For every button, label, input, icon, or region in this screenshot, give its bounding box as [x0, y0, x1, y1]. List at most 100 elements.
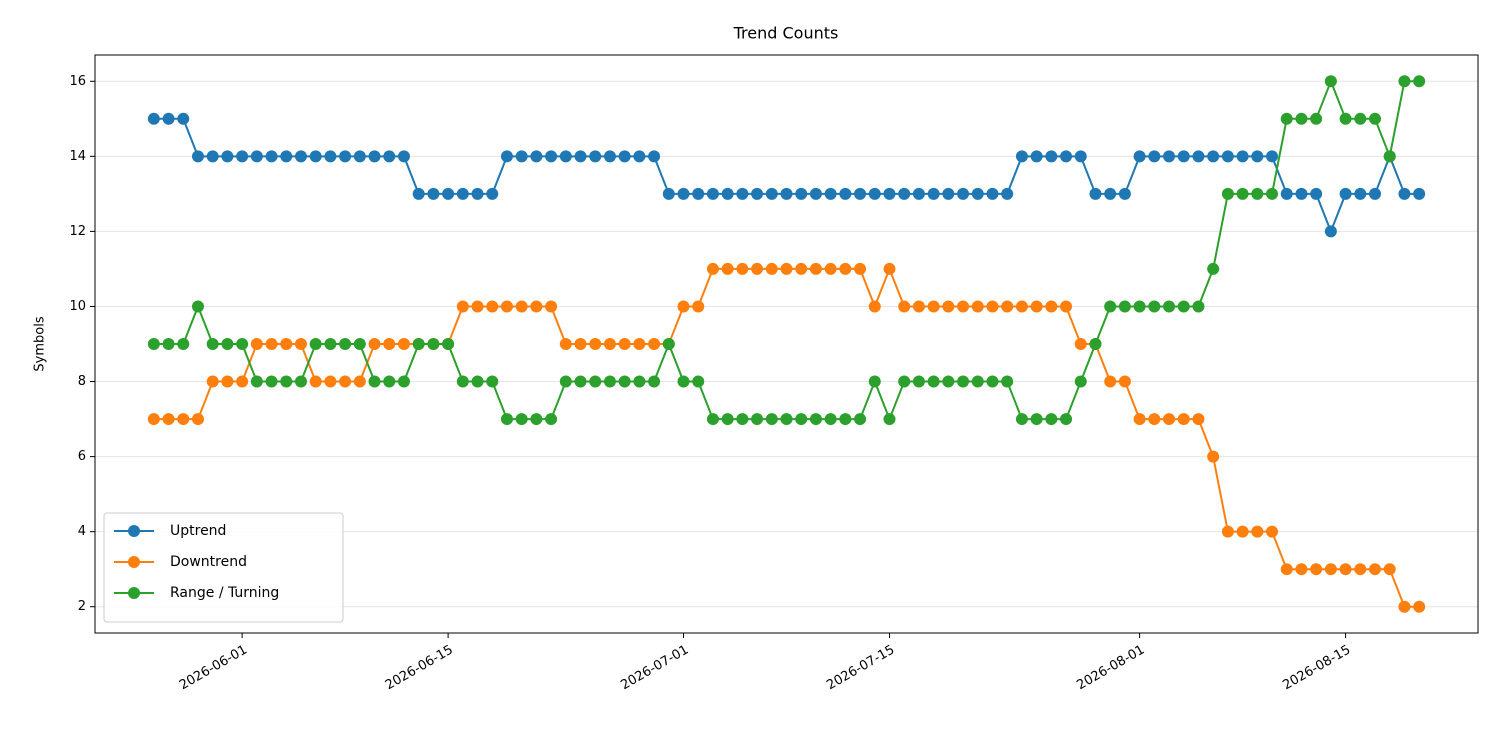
data-point	[368, 375, 381, 388]
data-point	[1251, 150, 1264, 163]
data-point	[456, 300, 469, 313]
data-point	[854, 413, 867, 426]
data-point	[1133, 413, 1146, 426]
data-point	[1339, 112, 1352, 125]
data-point	[147, 338, 160, 350]
x-tick-label: 2026-08-01	[1074, 643, 1147, 694]
data-point	[250, 150, 263, 163]
data-point	[412, 187, 425, 200]
data-point	[280, 150, 293, 163]
data-point	[162, 338, 175, 350]
data-point	[236, 375, 249, 388]
data-point	[206, 375, 219, 388]
data-point	[898, 187, 911, 200]
data-point	[692, 375, 705, 388]
data-point	[677, 300, 690, 313]
data-point	[1324, 75, 1337, 88]
data-point	[383, 375, 396, 388]
data-point	[736, 187, 749, 200]
data-point	[368, 338, 381, 350]
data-point	[1280, 112, 1293, 125]
data-point	[1089, 187, 1102, 200]
data-point	[824, 187, 837, 200]
data-point	[912, 300, 925, 313]
data-point	[1060, 300, 1073, 313]
data-point	[957, 187, 970, 200]
data-point	[780, 413, 793, 426]
data-point	[515, 413, 528, 426]
data-point	[736, 262, 749, 275]
x-tick-label: 2026-06-15	[383, 643, 456, 694]
data-point	[692, 187, 705, 200]
data-point	[957, 300, 970, 313]
data-point	[1104, 300, 1117, 313]
data-point	[633, 338, 646, 350]
data-point	[721, 413, 734, 426]
data-point	[721, 187, 734, 200]
series-line	[153, 78, 1420, 422]
data-point	[795, 187, 808, 200]
data-point	[309, 150, 322, 163]
data-point	[1030, 413, 1043, 426]
legend-label: Downtrend	[170, 554, 247, 570]
data-point	[559, 338, 572, 350]
data-point	[854, 187, 867, 200]
data-point	[442, 187, 455, 200]
data-point	[868, 187, 881, 200]
data-point	[648, 150, 661, 163]
data-point	[471, 375, 484, 388]
data-point	[603, 150, 616, 163]
data-point	[1310, 563, 1323, 576]
data-point	[780, 187, 793, 200]
data-point	[589, 150, 602, 163]
data-point	[1236, 187, 1249, 200]
data-point	[1339, 187, 1352, 200]
data-point	[618, 150, 631, 163]
data-point	[1266, 150, 1279, 163]
data-point	[1354, 112, 1367, 125]
data-point	[603, 338, 616, 350]
data-point	[883, 413, 896, 426]
data-point	[1074, 375, 1087, 388]
data-point	[530, 150, 543, 163]
data-point	[1280, 187, 1293, 200]
data-point	[339, 375, 352, 388]
data-point	[1045, 300, 1058, 313]
data-point	[280, 338, 293, 350]
data-point	[971, 300, 984, 313]
y-tick-label: 10	[69, 299, 86, 314]
data-point	[648, 338, 661, 350]
data-point	[1310, 112, 1323, 125]
data-point	[368, 150, 381, 163]
data-point	[1251, 525, 1264, 538]
data-point	[353, 375, 366, 388]
data-point	[971, 375, 984, 388]
data-point	[456, 375, 469, 388]
data-point	[927, 375, 940, 388]
x-tick-label: 2026-07-01	[618, 643, 691, 694]
data-point	[383, 150, 396, 163]
y-tick-label: 12	[69, 224, 86, 239]
y-tick-label: 8	[78, 374, 86, 389]
data-point	[1280, 563, 1293, 576]
data-point	[383, 338, 396, 350]
data-point	[1060, 150, 1073, 163]
data-point	[397, 150, 410, 163]
data-point	[824, 413, 837, 426]
data-point	[765, 413, 778, 426]
data-point	[706, 413, 719, 426]
data-point	[1163, 150, 1176, 163]
data-point	[486, 375, 499, 388]
data-point	[1192, 413, 1205, 426]
data-point	[486, 300, 499, 313]
data-point	[736, 413, 749, 426]
data-point	[1398, 187, 1411, 200]
data-point	[265, 338, 278, 350]
data-point	[1324, 225, 1337, 238]
data-point	[280, 375, 293, 388]
data-point	[1369, 187, 1382, 200]
y-tick-label: 2	[78, 599, 86, 614]
data-point	[1148, 150, 1161, 163]
data-point	[1074, 338, 1087, 350]
data-point	[1074, 150, 1087, 163]
